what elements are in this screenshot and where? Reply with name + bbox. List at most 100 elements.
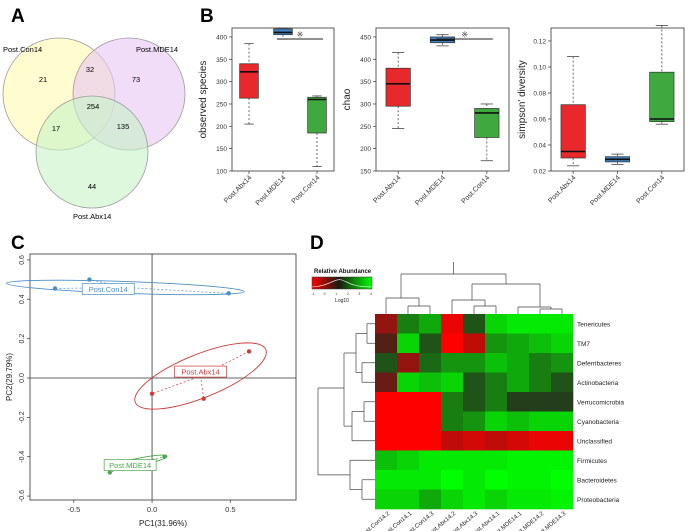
significance-marker: ※ <box>297 31 304 40</box>
heatmap-cell <box>551 392 574 412</box>
heatmap-cell <box>529 333 552 354</box>
y-tick-label: 0.6 <box>19 255 26 265</box>
x-tick-label: Post.MDE14 <box>414 174 447 207</box>
heatmap-cell <box>463 372 486 393</box>
heatmap-cell <box>463 489 486 510</box>
group-label-box <box>81 283 135 295</box>
venn-diagram: Post.Con14 Post.MDE14 Post.Abx14 21 32 7… <box>2 37 186 221</box>
heatmap-cell <box>529 392 552 412</box>
x-tick-label: Post.MDE14 <box>589 174 622 207</box>
row-label: Firmicutes <box>577 458 608 465</box>
venn-count-abx-only: 44 <box>88 182 96 191</box>
heatmap-cell <box>419 353 442 373</box>
x-tick-label: Post.MDE14 <box>255 174 288 207</box>
row-label: Unclassified <box>577 438 612 445</box>
heatmap-cell <box>529 489 552 510</box>
heatmap-cell <box>551 353 574 373</box>
heatmap-cell <box>419 450 442 471</box>
heatmap-cell <box>463 314 486 334</box>
heatmap-cell <box>419 431 442 451</box>
y-tick-label: -0.2 <box>19 411 26 423</box>
legend-caption: Log10 <box>335 298 349 304</box>
heatmap-cell <box>551 314 574 334</box>
y-tick-label: 250 <box>360 124 371 131</box>
group-label: Post.MDE14 <box>109 461 151 470</box>
heatmap-cell <box>551 431 574 451</box>
venn-set-abx-label: Post.Abx14 <box>73 212 111 221</box>
legend-density-curve <box>311 279 373 288</box>
heatmap-cell <box>485 450 508 471</box>
y-tick-label: 150 <box>360 169 371 176</box>
heatmap-cell <box>485 372 508 393</box>
y-tick-label: 0.12 <box>533 39 546 46</box>
box <box>239 63 259 99</box>
panel-label-b: B <box>200 6 214 27</box>
y-tick-label: 350 <box>216 57 227 64</box>
heatmap-cell <box>375 431 398 451</box>
heatmap-cell <box>507 372 530 393</box>
y-tick-label: 400 <box>216 34 227 41</box>
heatmap-cell <box>375 470 398 490</box>
sample-point <box>107 470 113 475</box>
venn-count-con-abx: 17 <box>52 124 60 133</box>
heatmap-cell <box>507 314 530 334</box>
heatmap-cell <box>375 392 398 412</box>
heatmap-cell <box>507 411 530 432</box>
heatmap-cell <box>507 470 530 490</box>
heatmap-cell <box>397 450 420 471</box>
heatmap-cell <box>485 353 508 373</box>
y-tick-label: 0.4 <box>19 294 26 304</box>
heatmap-cell <box>441 450 464 471</box>
heatmap-cell <box>441 411 464 432</box>
heatmap-cell <box>463 450 486 471</box>
y-tick-label: 0.04 <box>533 143 546 150</box>
heatmap-cell <box>529 450 552 471</box>
heatmap-cell <box>463 333 486 354</box>
heatmap-cell <box>485 431 508 451</box>
heatmap-cell <box>397 411 420 432</box>
heatmap-cell <box>397 470 420 490</box>
spider-line <box>151 375 201 395</box>
boxplot-simpson-diversity: 0.02 0.04 0.06 0.08 0.10 0.12 simpson' diversi… <box>517 24 685 207</box>
row-label: Cyanobacteria <box>577 419 619 426</box>
x-tick-label: Post.Abx14 <box>547 174 577 204</box>
heatmap-cell <box>507 392 530 412</box>
row-label: Actinobacteria <box>577 380 619 387</box>
y-tick-label: 450 <box>360 34 371 41</box>
box <box>560 104 586 159</box>
y-tick-label: 400 <box>360 57 371 64</box>
legend-tick-label: -1 <box>311 292 314 296</box>
x-tick-label: 0.5 <box>225 505 235 514</box>
heatmap-cell <box>507 333 530 354</box>
sample-point <box>87 277 92 282</box>
heatmap-cell <box>441 431 464 451</box>
heatmap-cell <box>463 411 486 432</box>
heatmap-cell <box>551 333 574 354</box>
sample-point <box>201 396 206 401</box>
venn-count-all: 254 <box>87 102 100 111</box>
row-label: TM7 <box>577 341 590 348</box>
box <box>307 96 327 134</box>
venn-count-mde-only: 73 <box>132 75 140 84</box>
plot-frame <box>29 253 297 501</box>
heatmap-cell <box>441 392 464 412</box>
y-tick-label: 0.08 <box>533 91 546 98</box>
heatmap-cell <box>485 333 508 354</box>
group-label-box <box>103 459 157 471</box>
panel-label-a: A <box>11 6 25 27</box>
group-label: Post.Abx14 <box>181 368 219 377</box>
heatmap-cell <box>397 392 420 412</box>
venn-count-con-only: 21 <box>39 75 47 84</box>
heatmap-cell <box>529 411 552 432</box>
sample-point <box>52 286 58 291</box>
heatmap-cell <box>375 489 398 510</box>
legend-tick-label: 4 <box>370 292 372 296</box>
spider-line <box>200 375 205 399</box>
heatmap-cell <box>397 314 420 334</box>
y-tick-label: 0.0 <box>19 373 26 383</box>
heatmap-cell <box>507 353 530 373</box>
row-label: Verrucomicrobia <box>577 399 624 406</box>
heatmap-cell <box>551 450 574 471</box>
heatmap-cell <box>397 489 420 510</box>
sample-point <box>246 349 252 354</box>
